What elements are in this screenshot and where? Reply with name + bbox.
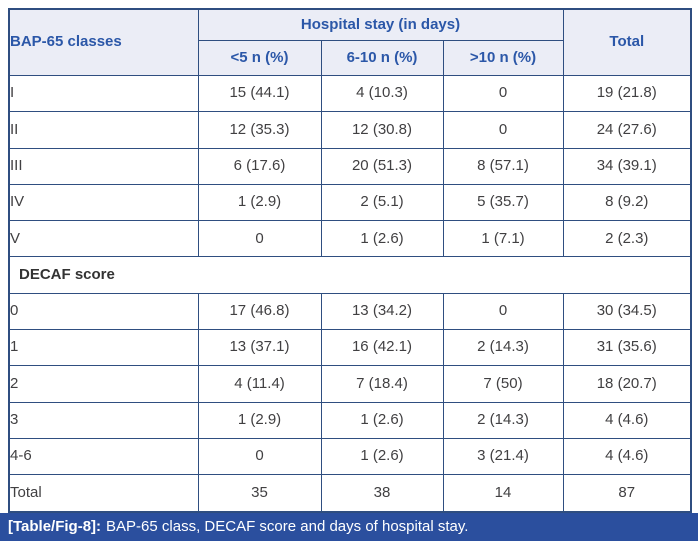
data-cell: 4 (10.3) [320, 74, 444, 113]
header-row-group: BAP-65 classes Hospital stay (in days) T… [8, 8, 692, 76]
data-cell: 16 (42.1) [320, 328, 444, 367]
table-row-bap-5: V 0 1 (2.6) 1 (7.1) 2 (2.3) [8, 220, 692, 258]
total-cell: 14 [442, 474, 564, 513]
data-cell: 20 (51.3) [320, 147, 444, 185]
figure-caption-tag: [Table/Fig-8]: [8, 518, 102, 535]
table-row-decaf-2: 2 4 (11.4) 7 (18.4) 7 (50) 18 (20.7) [8, 365, 692, 403]
table-row-bap-4: IV 1 (2.9) 2 (5.1) 5 (35.7) 8 (9.2) [8, 183, 692, 222]
row-label: V [8, 220, 199, 258]
row-label: 3 [8, 401, 199, 439]
row-label: II [8, 111, 199, 149]
data-cell: 4 (4.6) [562, 437, 692, 476]
data-cell: 2 (14.3) [442, 401, 564, 439]
total-cell: 35 [197, 474, 322, 513]
column-header-bap65-classes: BAP-65 classes [8, 8, 199, 76]
table-row-decaf-4-6: 4-6 0 1 (2.6) 3 (21.4) 4 (4.6) [8, 437, 692, 476]
data-cell: 5 (35.7) [442, 183, 564, 222]
header-row-sub: <5 n (%) 6-10 n (%) >10 n (%) [9, 40, 691, 76]
data-cell: 0 [442, 111, 564, 149]
table-row-bap-2: II 12 (35.3) 12 (30.8) 0 24 (27.6) [8, 111, 692, 149]
column-header-total: Total [562, 8, 692, 76]
section-label-decaf-score: DECAF score [8, 256, 692, 294]
data-cell: 0 [197, 220, 322, 258]
data-cell: 12 (35.3) [197, 111, 322, 149]
row-label: 1 [8, 328, 199, 367]
data-cell: 13 (34.2) [320, 292, 444, 330]
total-cell: 87 [562, 474, 692, 513]
data-cell: 1 (2.9) [197, 183, 322, 222]
row-label: 0 [8, 292, 199, 330]
table-row-total: Total 35 38 14 87 [8, 474, 692, 513]
column-header-lt5: <5 n (%) [197, 40, 322, 76]
data-cell: 0 [442, 74, 564, 113]
data-cell: 4 (11.4) [197, 365, 322, 403]
figure-caption-bar: [Table/Fig-8]: BAP-65 class, DECAF score… [0, 513, 698, 541]
data-cell: 6 (17.6) [197, 147, 322, 185]
row-label: 2 [8, 365, 199, 403]
data-cell: 4 (4.6) [562, 401, 692, 439]
data-cell: 0 [197, 437, 322, 476]
data-cell: 13 (37.1) [197, 328, 322, 367]
data-cell: 0 [442, 292, 564, 330]
data-cell: 24 (27.6) [562, 111, 692, 149]
table-row-decaf-0: 0 17 (46.8) 13 (34.2) 0 30 (34.5) [8, 292, 692, 330]
row-label: 4-6 [8, 437, 199, 476]
data-cell: 7 (18.4) [320, 365, 444, 403]
table-row-decaf-1: 1 13 (37.1) 16 (42.1) 2 (14.3) 31 (35.6) [8, 328, 692, 367]
hospital-stay-table: BAP-65 classes Hospital stay (in days) T… [8, 8, 692, 513]
total-row-label: Total [8, 474, 199, 513]
section-row-decaf: DECAF score [8, 256, 692, 294]
data-cell: 8 (57.1) [442, 147, 564, 185]
data-cell: 34 (39.1) [562, 147, 692, 185]
column-group-header-hospital-stay: Hospital stay (in days) [197, 8, 564, 41]
data-cell: 1 (2.6) [320, 401, 444, 439]
data-cell: 1 (2.6) [320, 220, 444, 258]
data-cell: 1 (7.1) [442, 220, 564, 258]
data-cell: 3 (21.4) [442, 437, 564, 476]
data-cell: 8 (9.2) [562, 183, 692, 222]
row-label: IV [8, 183, 199, 222]
data-cell: 19 (21.8) [562, 74, 692, 113]
data-cell: 2 (14.3) [442, 328, 564, 367]
figure-caption-text: BAP-65 class, DECAF score and days of ho… [106, 518, 469, 535]
row-label: I [8, 74, 199, 113]
data-cell: 2 (5.1) [320, 183, 444, 222]
data-cell: 18 (20.7) [562, 365, 692, 403]
column-header-gt10: >10 n (%) [442, 40, 564, 76]
column-header-6to10: 6-10 n (%) [320, 40, 444, 76]
data-cell: 2 (2.3) [562, 220, 692, 258]
data-cell: 15 (44.1) [197, 74, 322, 113]
total-cell: 38 [320, 474, 444, 513]
data-cell: 31 (35.6) [562, 328, 692, 367]
data-cell: 17 (46.8) [197, 292, 322, 330]
table-row-bap-1: I 15 (44.1) 4 (10.3) 0 19 (21.8) [8, 74, 692, 113]
table-row-decaf-3: 3 1 (2.9) 1 (2.6) 2 (14.3) 4 (4.6) [8, 401, 692, 439]
data-cell: 1 (2.9) [197, 401, 322, 439]
data-cell: 30 (34.5) [562, 292, 692, 330]
data-cell: 7 (50) [442, 365, 564, 403]
data-cell: 12 (30.8) [320, 111, 444, 149]
data-cell: 1 (2.6) [320, 437, 444, 476]
table-row-bap-3: III 6 (17.6) 20 (51.3) 8 (57.1) 34 (39.1… [8, 147, 692, 185]
row-label: III [8, 147, 199, 185]
